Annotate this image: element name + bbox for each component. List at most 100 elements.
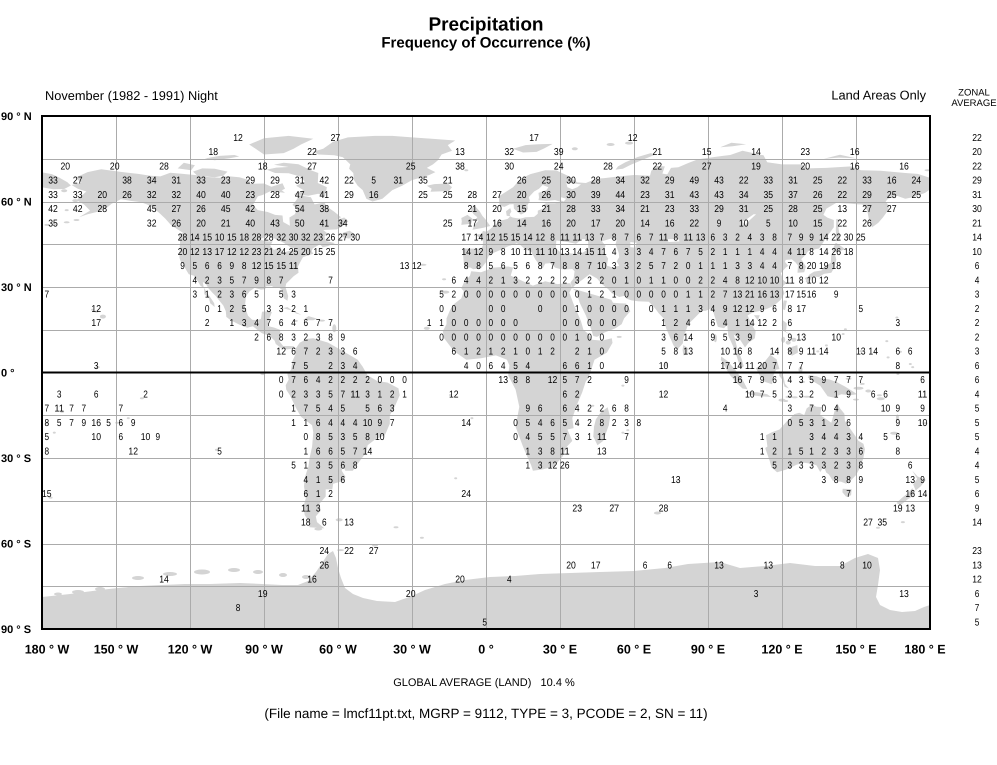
svg-text:25: 25	[418, 190, 428, 201]
svg-text:30: 30	[844, 233, 854, 244]
svg-text:30 ° W: 30 ° W	[393, 643, 431, 657]
svg-text:10: 10	[215, 233, 225, 244]
svg-text:25: 25	[289, 247, 299, 258]
svg-text:0: 0	[686, 261, 691, 272]
svg-text:5: 5	[316, 404, 321, 415]
svg-text:9: 9	[920, 475, 925, 486]
svg-text:ZONAL: ZONAL	[958, 88, 990, 99]
svg-text:8: 8	[353, 461, 358, 472]
svg-text:6: 6	[304, 375, 309, 386]
svg-text:8: 8	[840, 560, 845, 571]
svg-text:35: 35	[48, 218, 58, 229]
svg-text:12: 12	[548, 461, 558, 472]
svg-text:0: 0	[464, 332, 469, 343]
svg-text:40: 40	[196, 190, 206, 201]
svg-text:10: 10	[745, 389, 755, 400]
svg-text:1: 1	[587, 361, 592, 372]
svg-text:1: 1	[686, 290, 691, 301]
svg-text:50: 50	[295, 218, 305, 229]
svg-text:13: 13	[560, 247, 570, 258]
svg-text:1: 1	[723, 261, 728, 272]
svg-text:6: 6	[563, 404, 568, 415]
svg-text:5: 5	[328, 461, 333, 472]
svg-text:6: 6	[316, 418, 321, 429]
svg-text:16: 16	[492, 218, 502, 229]
svg-text:17: 17	[720, 361, 730, 372]
svg-text:2: 2	[698, 275, 703, 286]
svg-text:20: 20	[807, 261, 817, 272]
svg-text:20: 20	[972, 147, 982, 158]
svg-text:10: 10	[597, 261, 607, 272]
svg-text:10: 10	[918, 418, 928, 429]
svg-text:3: 3	[760, 233, 765, 244]
svg-text:45: 45	[147, 204, 157, 215]
svg-text:3: 3	[230, 290, 235, 301]
svg-text:32: 32	[640, 176, 650, 187]
svg-text:3: 3	[217, 275, 222, 286]
svg-text:14: 14	[918, 489, 928, 500]
svg-text:18: 18	[239, 233, 249, 244]
svg-text:6: 6	[612, 404, 617, 415]
svg-text:43: 43	[690, 190, 700, 201]
svg-text:5: 5	[365, 404, 370, 415]
svg-text:22: 22	[690, 218, 700, 229]
svg-text:17: 17	[461, 233, 471, 244]
svg-text:2: 2	[587, 404, 592, 415]
svg-text:11: 11	[785, 275, 795, 286]
svg-text:33: 33	[862, 176, 872, 187]
svg-text:4: 4	[723, 318, 728, 329]
svg-text:11: 11	[807, 347, 817, 358]
svg-text:90 ° W: 90 ° W	[245, 643, 283, 657]
svg-text:7: 7	[723, 290, 728, 301]
svg-text:1: 1	[674, 304, 679, 315]
svg-text:0: 0	[452, 304, 457, 315]
svg-text:6: 6	[896, 347, 901, 358]
svg-text:5: 5	[242, 304, 247, 315]
svg-text:9: 9	[859, 475, 864, 486]
svg-text:2: 2	[316, 347, 321, 358]
svg-text:4: 4	[501, 361, 506, 372]
svg-text:1: 1	[304, 418, 309, 429]
svg-text:12: 12	[227, 247, 237, 258]
svg-text:13: 13	[202, 247, 212, 258]
svg-text:39: 39	[554, 147, 564, 158]
svg-text:0: 0	[464, 290, 469, 301]
svg-text:5: 5	[279, 290, 284, 301]
svg-text:0: 0	[637, 290, 642, 301]
svg-text:43: 43	[714, 190, 724, 201]
svg-text:15: 15	[702, 147, 712, 158]
svg-text:29: 29	[270, 176, 280, 187]
svg-text:3: 3	[624, 261, 629, 272]
svg-text:0: 0	[550, 290, 555, 301]
svg-text:28: 28	[468, 190, 478, 201]
svg-text:1: 1	[526, 446, 531, 457]
svg-text:17: 17	[91, 318, 101, 329]
svg-text:23: 23	[246, 190, 256, 201]
svg-text:2: 2	[452, 290, 457, 301]
svg-text:26: 26	[813, 190, 823, 201]
svg-text:5: 5	[304, 361, 309, 372]
svg-text:38: 38	[320, 204, 330, 215]
svg-text:2: 2	[563, 275, 568, 286]
svg-text:4: 4	[575, 404, 580, 415]
svg-text:5: 5	[513, 261, 518, 272]
svg-text:18: 18	[301, 518, 311, 529]
svg-text:1: 1	[575, 332, 580, 343]
svg-text:10: 10	[511, 247, 521, 258]
svg-text:7: 7	[834, 375, 839, 386]
svg-text:1: 1	[217, 304, 222, 315]
svg-text:26: 26	[560, 461, 570, 472]
svg-text:3: 3	[788, 389, 793, 400]
svg-text:3: 3	[846, 446, 851, 457]
svg-text:7: 7	[291, 375, 296, 386]
svg-text:2: 2	[501, 347, 506, 358]
svg-text:12: 12	[659, 389, 669, 400]
svg-text:8: 8	[476, 261, 481, 272]
svg-text:8: 8	[896, 446, 901, 457]
svg-text:11: 11	[597, 432, 607, 443]
svg-text:0: 0	[489, 318, 494, 329]
svg-text:13: 13	[585, 233, 595, 244]
svg-text:9: 9	[254, 275, 259, 286]
svg-text:0: 0	[489, 290, 494, 301]
svg-text:16: 16	[850, 161, 860, 172]
